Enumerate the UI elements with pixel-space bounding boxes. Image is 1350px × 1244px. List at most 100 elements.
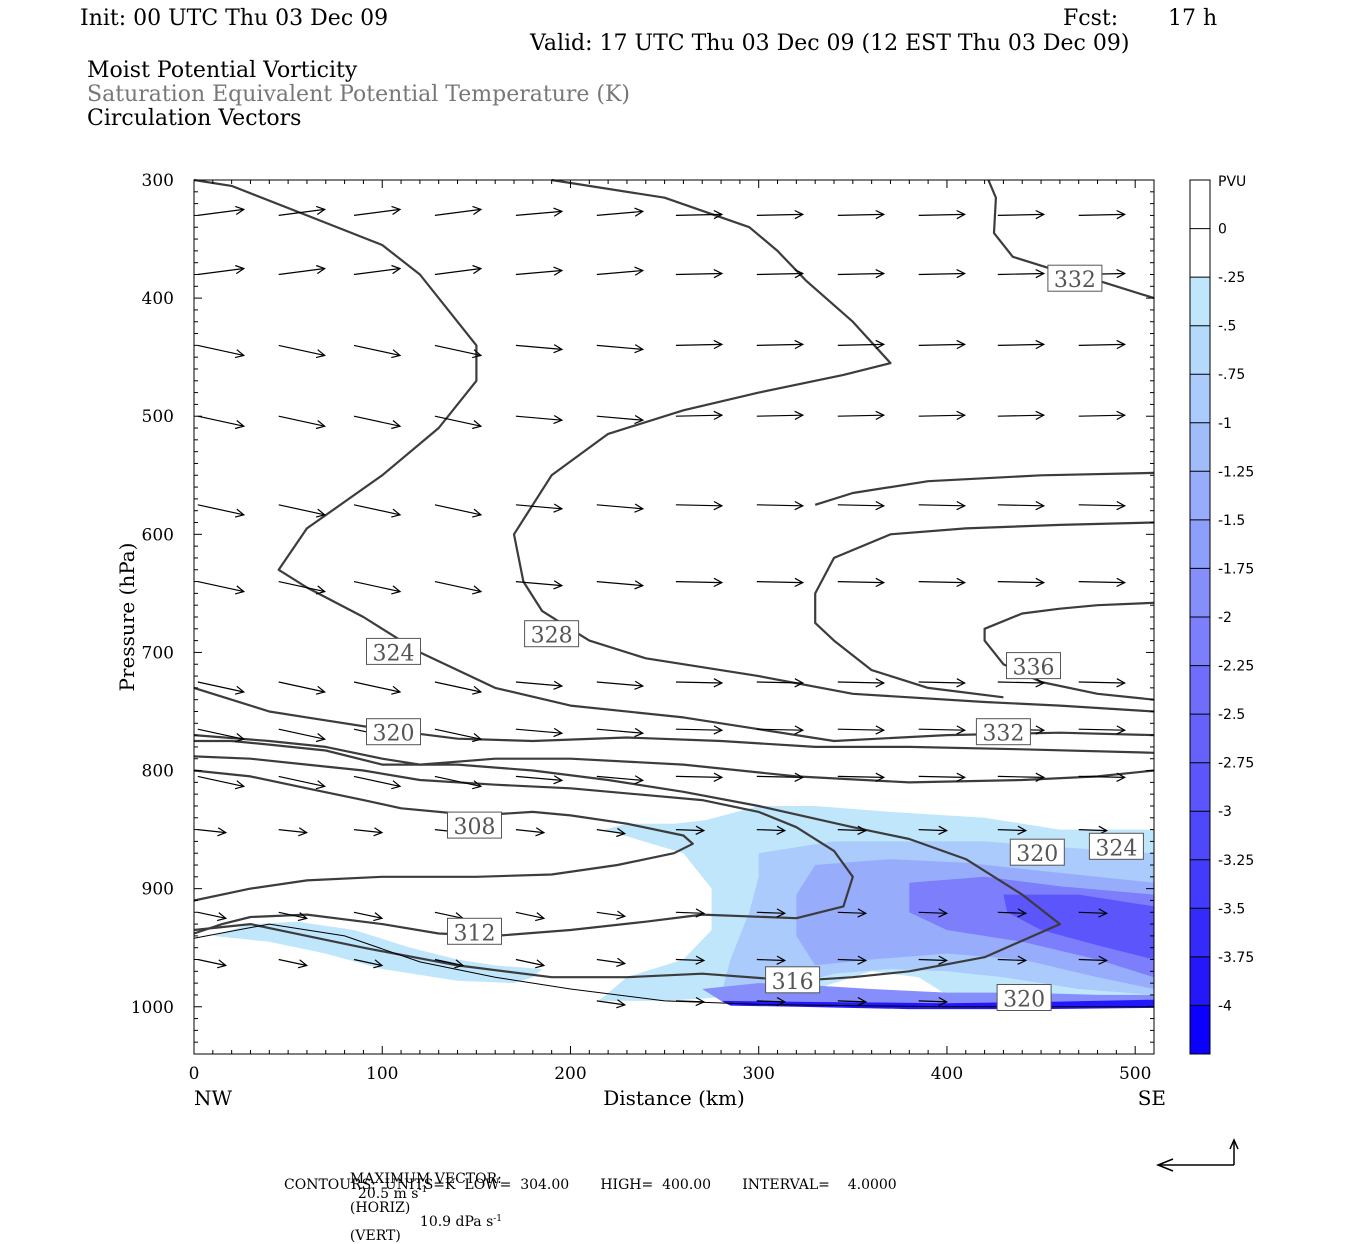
theta-contour-312-1 <box>193 755 854 938</box>
vector-arrowhead <box>315 780 326 790</box>
vector-arrowhead <box>315 349 327 359</box>
vector-shaft <box>837 775 884 778</box>
vector-arrowhead <box>234 508 246 518</box>
vector-arrowhead <box>875 410 886 421</box>
vector-arrowhead <box>234 685 246 695</box>
vector-arrowhead <box>634 503 645 513</box>
vector-arrowhead <box>1116 209 1127 220</box>
vector-arrowhead <box>472 780 483 790</box>
vector-arrowhead <box>956 678 967 688</box>
vector-arrowhead <box>713 500 724 511</box>
vector-arrowhead <box>794 500 805 511</box>
vector-shaft <box>353 415 401 427</box>
theta-label-box <box>1006 652 1061 680</box>
vector-shaft <box>756 581 803 584</box>
vector-arrowhead <box>776 996 787 1007</box>
theta-label-320: 320 <box>373 722 415 747</box>
vector-arrowhead <box>875 339 886 350</box>
colorbar-band <box>1190 374 1210 424</box>
vector-arrowhead <box>234 733 246 743</box>
vector-shaft <box>596 415 643 421</box>
vector-arrowhead <box>553 207 564 217</box>
vector-arrowhead <box>713 577 724 588</box>
vector-shaft <box>997 775 1044 778</box>
init-time: Init: 00 UTC Thu 03 Dec 09 <box>80 6 389 31</box>
vector-arrowhead <box>297 959 308 969</box>
vector-arrowhead <box>713 209 724 220</box>
vector-arrowhead <box>373 827 384 837</box>
vector-shaft <box>997 414 1044 417</box>
vector-arrowhead <box>1035 339 1046 350</box>
vector-shaft <box>434 681 482 693</box>
vector-shaft <box>197 775 244 787</box>
vector-arrowhead <box>1035 410 1046 421</box>
vector-shaft <box>675 911 704 914</box>
vector-arrowhead <box>713 410 724 421</box>
pv-region-5 <box>1003 894 1154 960</box>
vector-arrowhead <box>956 339 967 350</box>
vector-shaft <box>837 681 884 684</box>
vector-arrowhead <box>391 508 402 518</box>
x-tick-label: 500 <box>1119 1064 1151 1084</box>
vector-arrowhead <box>1116 577 1127 588</box>
vector-shaft <box>596 681 643 687</box>
vector-shaft <box>1078 728 1125 731</box>
vector-shaft <box>1078 911 1107 914</box>
vector-arrowhead <box>875 500 886 511</box>
vector-arrowhead <box>373 912 384 922</box>
vector-arrowhead <box>713 678 724 688</box>
vector-shaft <box>675 213 722 216</box>
vector-arrowhead <box>634 207 645 217</box>
vector-shaft <box>756 728 803 731</box>
vector-arrowhead <box>391 264 402 275</box>
vector-arrowhead <box>794 209 805 220</box>
vector-arrowhead <box>938 825 949 835</box>
vector-shaft <box>837 504 884 507</box>
vector-shaft <box>837 414 884 417</box>
vector-arrowhead <box>794 577 805 588</box>
vector-shaft <box>596 210 643 216</box>
vector-shaft <box>756 343 803 346</box>
vector-shaft <box>197 415 244 427</box>
vector-arrowhead <box>1035 772 1046 782</box>
colorbar-band <box>1190 762 1210 812</box>
vector-arrowhead <box>472 685 483 695</box>
vector-shaft <box>278 829 307 834</box>
colorbar-band <box>1190 956 1210 1006</box>
vector-arrowhead <box>316 205 327 215</box>
vector-shaft <box>918 728 965 731</box>
vector-shaft <box>515 210 562 216</box>
vector-shaft <box>515 581 562 587</box>
vector-arrowhead <box>695 996 706 1007</box>
vector-shaft <box>1078 504 1125 507</box>
vector-arrowhead <box>695 955 706 965</box>
vector-arrowhead <box>1116 725 1127 735</box>
colorbar-band <box>1190 519 1210 569</box>
vector-shaft <box>997 581 1044 584</box>
vector-shaft <box>675 414 722 417</box>
vector-shaft <box>1078 958 1107 962</box>
vector-arrowhead <box>616 910 627 920</box>
vector-shaft <box>197 267 244 276</box>
y-tick-label: 700 <box>142 643 174 663</box>
vector-arrowhead <box>472 420 483 430</box>
vector-shaft <box>675 343 722 346</box>
vector-arrowhead <box>857 996 868 1007</box>
x-end-label-se: SE <box>1138 1086 1166 1110</box>
vector-arrowhead <box>391 780 402 790</box>
vector-shaft <box>675 681 722 684</box>
vector-arrowhead <box>472 349 483 359</box>
vector-arrowhead <box>535 912 546 922</box>
vector-arrowhead <box>713 339 724 350</box>
vector-shaft <box>596 269 643 276</box>
theta-label-336: 336 <box>1013 656 1055 681</box>
vector-arrowhead <box>794 772 805 782</box>
y-axis-label: Pressure (hPa) <box>115 543 139 692</box>
vector-arrowhead <box>634 775 645 785</box>
vector-arrowhead <box>316 264 327 275</box>
vector-shaft <box>756 272 803 276</box>
vector-arrowhead <box>875 577 886 588</box>
vector-shaft <box>1078 775 1125 778</box>
vector-shaft <box>837 272 884 276</box>
theta-label-312: 312 <box>454 921 496 946</box>
